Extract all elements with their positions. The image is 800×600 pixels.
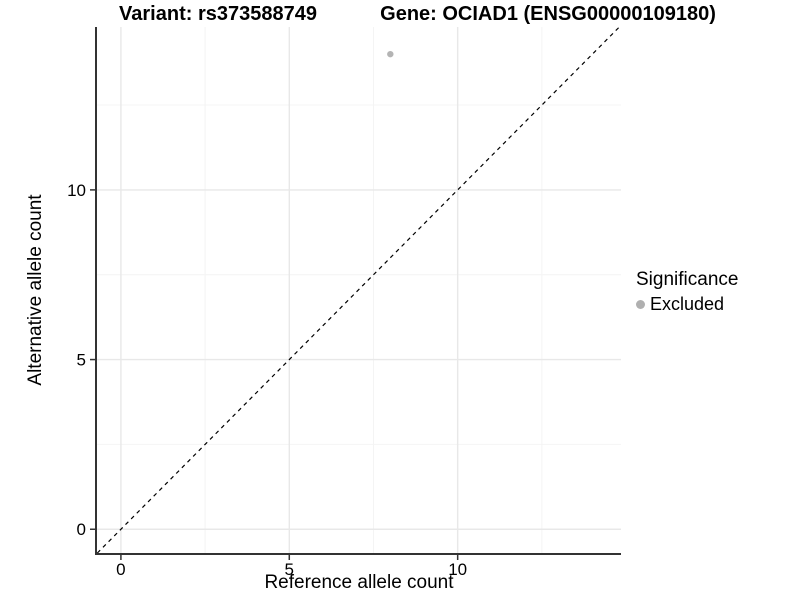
legend-entry-excluded: Excluded [636,294,738,315]
legend-entry-label: Excluded [650,294,725,314]
data-point [387,50,394,58]
identity-reference-line [96,26,620,554]
legend-title: Significance [636,269,739,290]
plot-title-variant: Variant: rs373588749 [119,3,317,25]
y-tick-label: 5 [77,351,86,370]
x-tick-label: 10 [448,560,467,579]
x-tick-label: 0 [116,560,125,579]
x-axis-title: Reference allele count [264,572,454,593]
plot-title-gene: Gene: OCIAD1 (ENSG00000109180) [380,3,716,25]
y-tick-label: 10 [67,181,86,200]
legend: Significance Excluded [636,269,738,315]
x-tick-label: 5 [285,560,294,579]
y-axis-title: Alternative allele count [25,194,46,386]
y-tick-label: 0 [77,520,86,539]
excluded-point-icon [636,300,645,309]
